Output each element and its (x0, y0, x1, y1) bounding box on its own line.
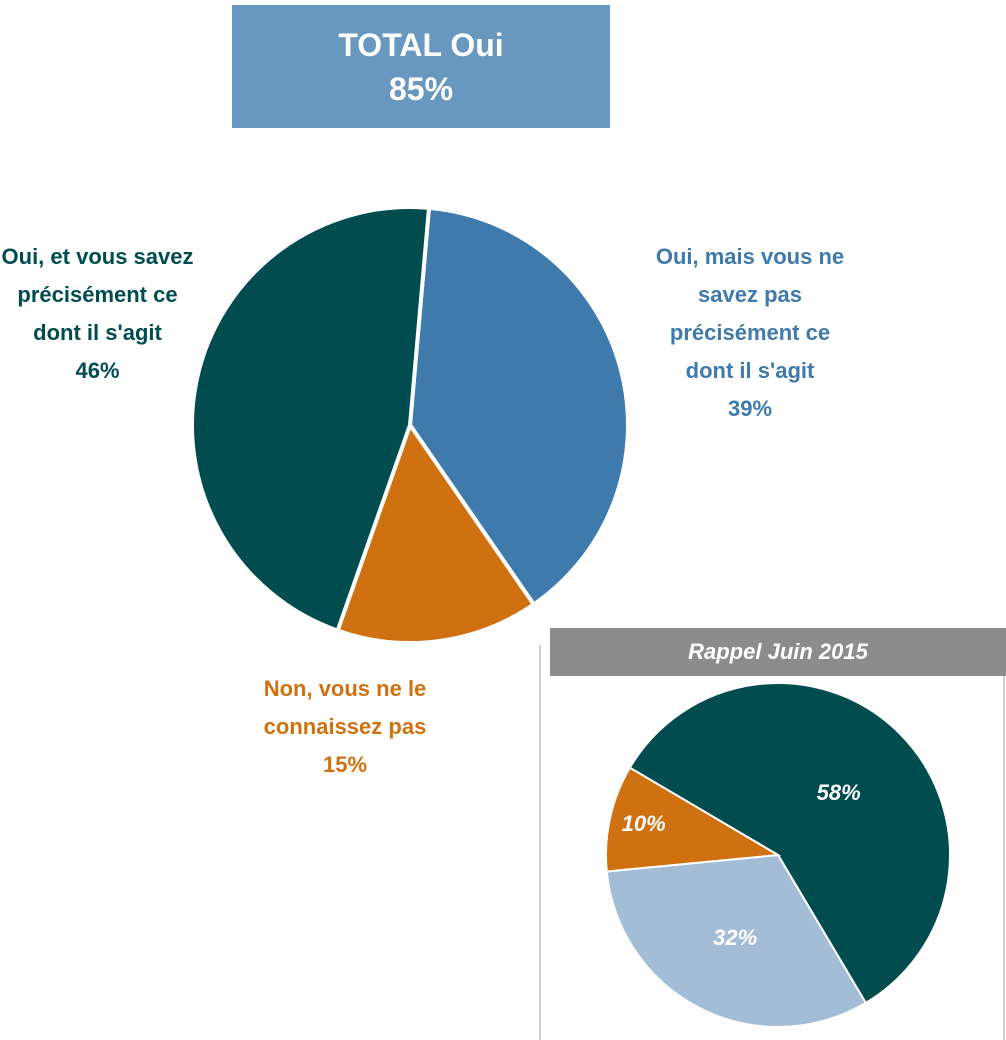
value-label: 15% (322, 752, 368, 777)
slice-label: Oui, et vous savez précisément ce dont i… (0, 238, 195, 390)
slice-label: Non, vous ne le connaissez pas 15% (240, 670, 450, 784)
total-box: TOTAL Oui 85% (232, 5, 610, 128)
pie-slice (628, 682, 951, 1005)
pie-slice (190, 205, 432, 634)
value-label: 32% (713, 925, 757, 950)
category-label: Oui, mais vous ne savez pas précisément … (655, 244, 845, 383)
inset-title: Rappel Juin 2015 (550, 628, 1006, 676)
total-value: 85% (388, 70, 454, 107)
pie-slice (605, 853, 868, 1028)
value-label: 58% (817, 780, 861, 805)
category-label: Oui, et vous savez précisément ce dont i… (1, 244, 194, 345)
value-label: 10% (622, 811, 666, 836)
category-label: Non, vous ne le connaissez pas (263, 676, 427, 739)
value-label: 46% (75, 358, 120, 383)
total-title: TOTAL Oui (338, 26, 504, 63)
pie-slice (335, 420, 537, 645)
pie-slice (605, 766, 782, 873)
slice-label: Oui, mais vous ne savez pas précisément … (650, 238, 850, 428)
pie-slice (407, 205, 630, 608)
value-label: 39% (727, 396, 773, 421)
